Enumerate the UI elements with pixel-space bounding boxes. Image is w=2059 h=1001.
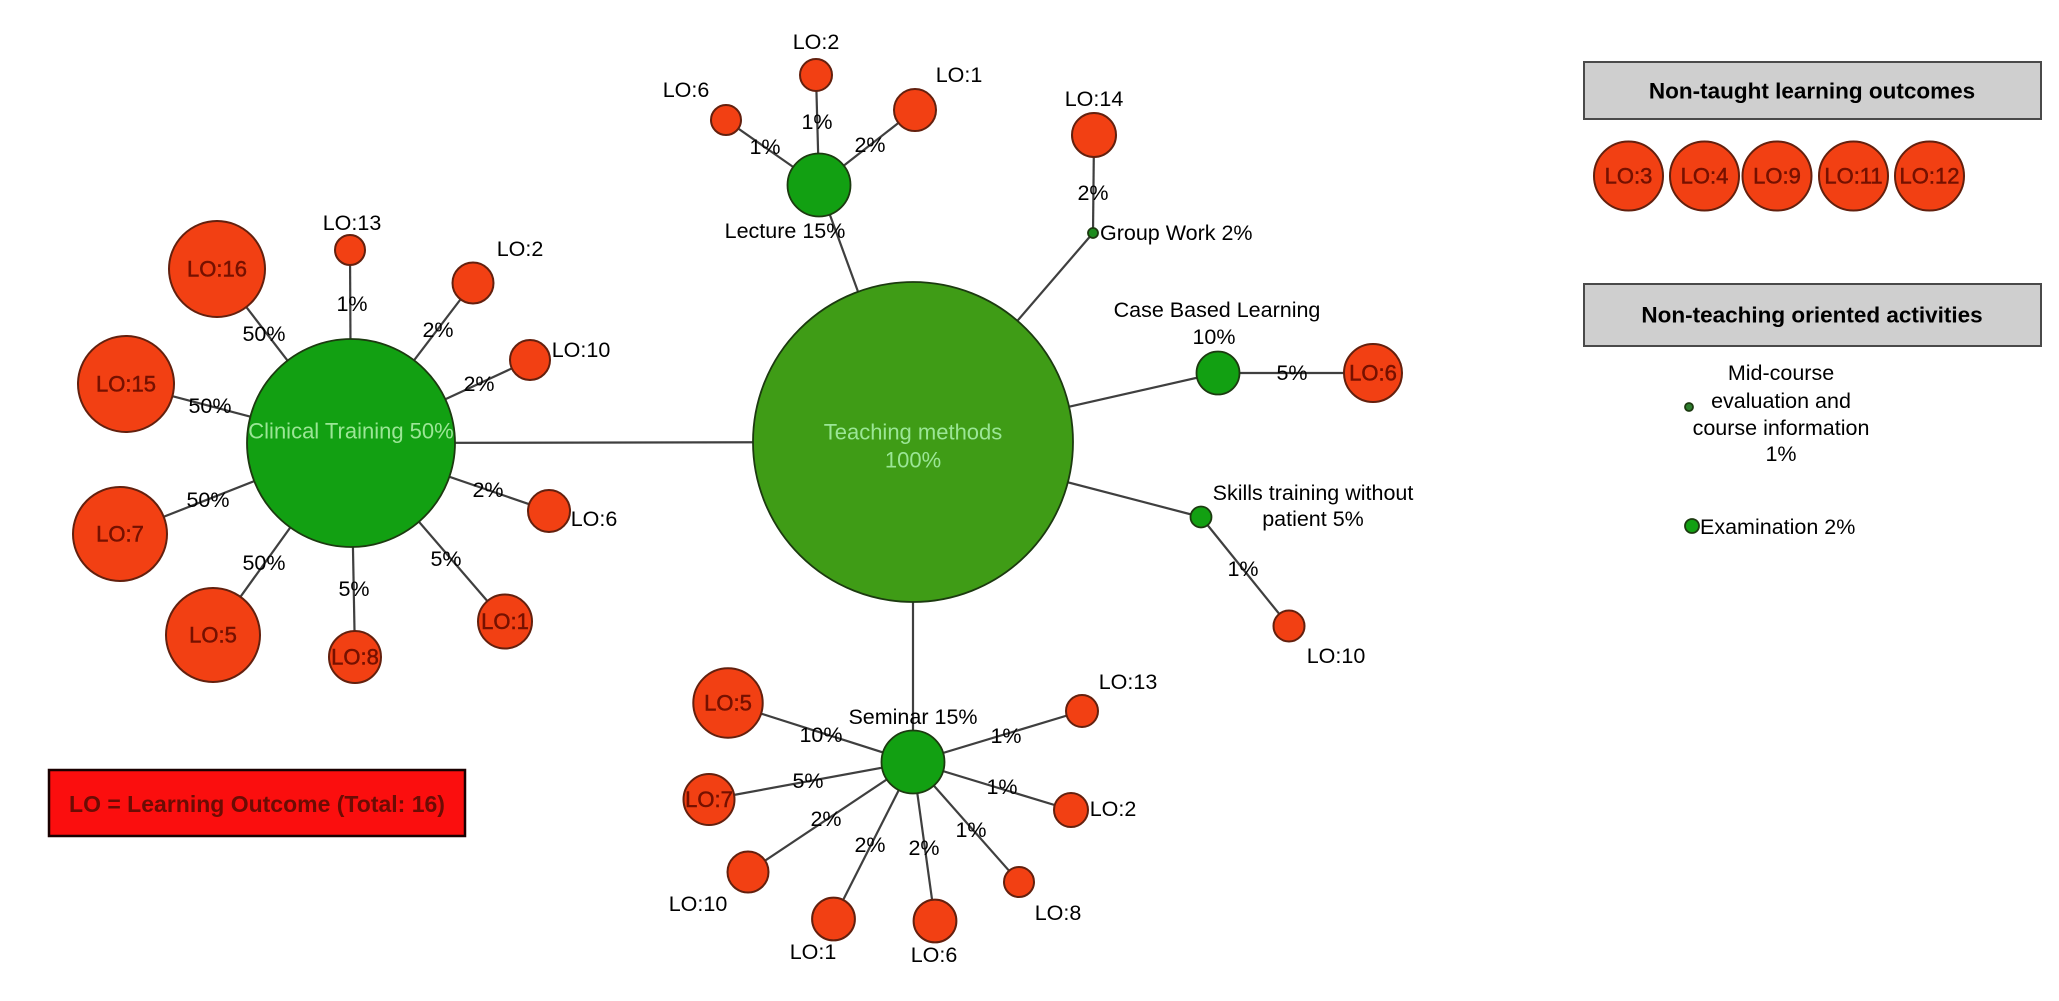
svg-text:evaluation and: evaluation and bbox=[1711, 389, 1851, 413]
svg-text:LO:6: LO:6 bbox=[1349, 361, 1397, 386]
svg-text:2%: 2% bbox=[1077, 181, 1108, 205]
svg-text:5%: 5% bbox=[1276, 361, 1307, 385]
svg-text:LO:5: LO:5 bbox=[704, 691, 752, 716]
svg-text:Non-taught learning outcomes: Non-taught learning outcomes bbox=[1649, 79, 1975, 104]
svg-text:LO:8: LO:8 bbox=[1035, 901, 1082, 925]
svg-text:Clinical Training 50%: Clinical Training 50% bbox=[248, 419, 453, 444]
svg-text:LO:8: LO:8 bbox=[331, 645, 379, 670]
svg-text:5%: 5% bbox=[792, 769, 823, 793]
svg-text:LO:2: LO:2 bbox=[793, 30, 840, 54]
svg-text:LO:10: LO:10 bbox=[669, 892, 728, 916]
svg-text:Mid-course: Mid-course bbox=[1728, 361, 1834, 385]
svg-text:LO:6: LO:6 bbox=[663, 78, 710, 102]
svg-text:LO:13: LO:13 bbox=[1099, 670, 1158, 694]
svg-text:LO:16: LO:16 bbox=[187, 257, 247, 282]
svg-text:LO:12: LO:12 bbox=[1900, 164, 1960, 189]
svg-text:patient 5%: patient 5% bbox=[1262, 507, 1364, 531]
svg-text:1%: 1% bbox=[955, 818, 986, 842]
svg-text:LO:7: LO:7 bbox=[96, 522, 144, 547]
svg-text:LO:4: LO:4 bbox=[1681, 164, 1729, 189]
svg-text:LO:11: LO:11 bbox=[1824, 164, 1882, 189]
svg-text:10%: 10% bbox=[1192, 325, 1235, 349]
svg-text:50%: 50% bbox=[186, 488, 229, 512]
svg-text:2%: 2% bbox=[422, 318, 453, 342]
svg-text:2%: 2% bbox=[854, 833, 885, 857]
svg-text:LO:15: LO:15 bbox=[96, 372, 156, 397]
svg-text:LO:13: LO:13 bbox=[323, 211, 382, 235]
svg-text:LO:14: LO:14 bbox=[1065, 87, 1124, 111]
svg-text:2%: 2% bbox=[472, 478, 503, 502]
svg-text:2%: 2% bbox=[908, 836, 939, 860]
svg-text:50%: 50% bbox=[188, 394, 231, 418]
svg-text:LO:10: LO:10 bbox=[1307, 644, 1366, 668]
svg-text:10%: 10% bbox=[799, 723, 842, 747]
svg-text:5%: 5% bbox=[430, 547, 461, 571]
svg-text:LO:10: LO:10 bbox=[552, 338, 611, 362]
svg-text:1%: 1% bbox=[990, 724, 1021, 748]
svg-text:Lecture 15%: Lecture 15% bbox=[725, 219, 846, 243]
svg-text:LO:1: LO:1 bbox=[936, 63, 983, 87]
svg-text:5%: 5% bbox=[338, 577, 369, 601]
svg-text:LO:6: LO:6 bbox=[911, 943, 958, 967]
svg-text:50%: 50% bbox=[242, 322, 285, 346]
svg-text:50%: 50% bbox=[242, 551, 285, 575]
svg-text:LO:1: LO:1 bbox=[481, 609, 529, 634]
svg-text:2%: 2% bbox=[810, 807, 841, 831]
svg-text:LO:7: LO:7 bbox=[685, 787, 733, 812]
svg-text:Examination 2%: Examination 2% bbox=[1700, 515, 1855, 539]
svg-text:Case Based Learning: Case Based Learning bbox=[1114, 298, 1321, 322]
svg-text:Group Work 2%: Group Work 2% bbox=[1100, 221, 1253, 245]
svg-text:100%: 100% bbox=[885, 448, 941, 473]
svg-text:1%: 1% bbox=[986, 775, 1017, 799]
svg-text:LO:5: LO:5 bbox=[189, 623, 237, 648]
svg-text:1%: 1% bbox=[1765, 442, 1796, 466]
svg-text:1%: 1% bbox=[801, 110, 832, 134]
svg-text:LO:6: LO:6 bbox=[571, 507, 618, 531]
svg-text:2%: 2% bbox=[463, 372, 494, 396]
svg-text:LO:3: LO:3 bbox=[1605, 164, 1653, 189]
svg-text:course information: course information bbox=[1693, 416, 1870, 440]
svg-text:2%: 2% bbox=[854, 133, 885, 157]
svg-text:LO:2: LO:2 bbox=[1090, 797, 1137, 821]
svg-text:LO = Learning Outcome (Total:: LO = Learning Outcome (Total: 16) bbox=[69, 791, 445, 817]
svg-text:Teaching methods: Teaching methods bbox=[824, 420, 1003, 445]
svg-text:Seminar 15%: Seminar 15% bbox=[848, 705, 977, 729]
svg-text:LO:9: LO:9 bbox=[1753, 164, 1801, 189]
svg-text:1%: 1% bbox=[1227, 557, 1258, 581]
svg-text:Skills training without: Skills training without bbox=[1213, 481, 1414, 505]
svg-text:1%: 1% bbox=[336, 292, 367, 316]
svg-text:Non-teaching oriented activiti: Non-teaching oriented activities bbox=[1641, 303, 1982, 328]
svg-text:LO:1: LO:1 bbox=[790, 940, 837, 964]
svg-text:1%: 1% bbox=[749, 135, 780, 159]
svg-text:LO:2: LO:2 bbox=[497, 237, 544, 261]
